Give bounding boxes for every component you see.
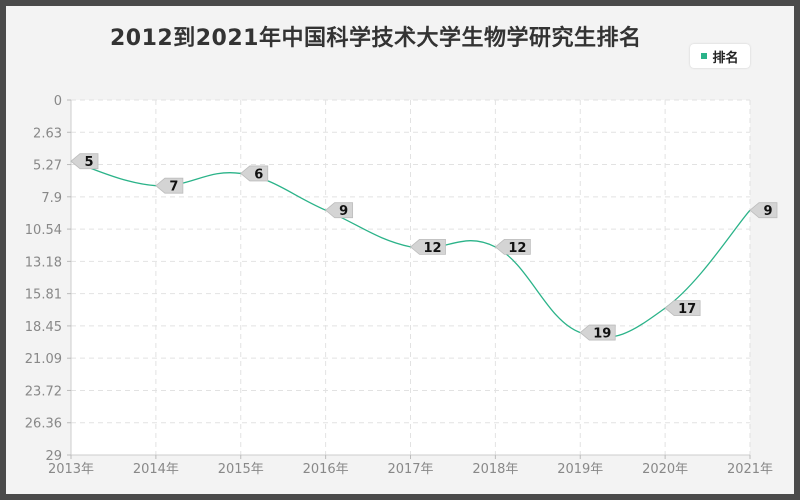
data-label: 12 <box>409 238 446 256</box>
data-label: 5 <box>70 153 99 170</box>
x-tick-label: 2021年 <box>727 462 773 477</box>
y-tick-label: 2.63 <box>33 126 62 141</box>
x-tick-label: 2014年 <box>133 462 179 477</box>
data-label: 17 <box>664 300 701 317</box>
data-label-bg <box>409 238 446 255</box>
data-label-text: 19 <box>593 327 611 342</box>
y-tick-label: 7.9 <box>41 191 62 206</box>
data-label-bg <box>240 165 269 182</box>
data-label-bg <box>664 300 701 317</box>
y-tick-label: 23.72 <box>25 384 62 399</box>
legend-label: 排名 <box>712 50 739 66</box>
x-tick-label: 2013年 <box>48 462 94 477</box>
y-tick-label: 29 <box>45 449 62 464</box>
data-label: 6 <box>240 165 269 182</box>
data-label-bg <box>325 202 354 219</box>
data-label: 12 <box>494 238 531 256</box>
plot-area <box>71 100 750 455</box>
data-label-text: 6 <box>254 167 263 182</box>
data-label-text: 9 <box>763 204 772 219</box>
data-label-text: 9 <box>339 204 348 219</box>
data-label-bg <box>494 238 531 255</box>
data-label-text: 12 <box>423 241 441 256</box>
data-label: 9 <box>749 202 778 219</box>
x-tick-label: 2015年 <box>218 462 264 477</box>
y-tick-label: 10.54 <box>25 223 62 238</box>
x-tick-label: 2019年 <box>557 462 603 477</box>
x-tick-label: 2017年 <box>387 462 433 477</box>
data-label: 9 <box>325 202 354 219</box>
data-label-bg <box>70 153 99 170</box>
y-tick-label: 18.45 <box>25 320 62 335</box>
y-tick-label: 26.36 <box>25 417 62 432</box>
data-label-text: 5 <box>84 155 93 170</box>
chart-title: 2012到2021年中国科学技术大学生物学研究生排名 <box>110 26 642 51</box>
data-label-bg <box>749 202 778 219</box>
y-tick-label: 15.81 <box>25 288 62 303</box>
data-label-text: 17 <box>678 302 696 317</box>
y-tick-label: 5.27 <box>33 159 62 174</box>
data-label-bg <box>579 324 616 341</box>
data-label-text: 7 <box>169 180 178 195</box>
x-tick-label: 2018年 <box>472 462 518 477</box>
y-tick-label: 0 <box>54 94 62 109</box>
x-tick-label: 2016年 <box>303 462 349 477</box>
legend[interactable]: 排名 <box>690 44 750 68</box>
legend-swatch-icon <box>701 53 708 59</box>
data-label-bg <box>155 177 184 194</box>
data-label-text: 12 <box>508 241 526 256</box>
y-tick-label: 21.09 <box>25 352 62 367</box>
y-tick-label: 13.18 <box>25 255 62 270</box>
data-label: 19 <box>579 324 616 342</box>
data-label: 7 <box>155 177 184 195</box>
x-tick-label: 2020年 <box>642 462 688 477</box>
